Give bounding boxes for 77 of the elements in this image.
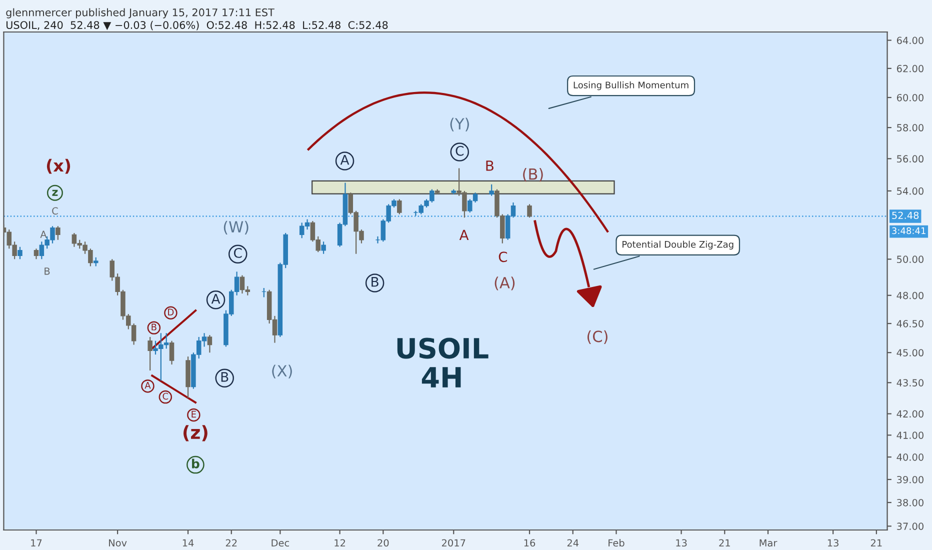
x-tick-label: Feb [608, 539, 624, 547]
chart-title: glennmercer published January 15, 2017 17:11 EST [6, 8, 274, 18]
x-tick-label: 21 [870, 539, 882, 546]
annotation: C [52, 207, 58, 215]
annotation: A [144, 382, 151, 389]
chart-subtitle: USOIL, 240 52.48 ▼ −0.03 (−0.06%) O:52.48 H:52.48 L:52.48 C:52.48 [6, 20, 388, 30]
annotation: B [152, 324, 156, 330]
y-tick-label: 40.00 [896, 454, 924, 461]
annotation: C [162, 392, 168, 400]
annotation: b [192, 458, 200, 468]
y-tick-label: 42.00 [896, 410, 924, 418]
x-tick-label: 13 [828, 539, 838, 547]
annotation: (X) [272, 364, 292, 378]
annotation: (x) [46, 158, 70, 174]
y-tick-label: 48.00 [896, 292, 924, 300]
y-tick-label: 46.50 [896, 320, 924, 328]
annotation: (B) [523, 168, 543, 182]
annotation: C [456, 146, 464, 156]
annotation: B [44, 268, 50, 275]
annotation: B [486, 160, 494, 171]
candlestick [321, 241, 326, 254]
x-tick-label: 21 [719, 539, 730, 546]
annotation: (A) [494, 276, 515, 290]
annotation: USOIL 4H [397, 338, 488, 388]
text: 3:48:41 [892, 227, 926, 234]
y-tick-label: 45.00 [896, 349, 924, 356]
x-tick-label: Mar [760, 539, 778, 547]
annotation: A [340, 155, 350, 165]
y-tick-label: 60.00 [896, 94, 924, 102]
y-tick-label: 64.00 [896, 36, 924, 44]
y-tick-label: 43.50 [896, 379, 924, 386]
annotation: (W) [224, 220, 248, 234]
annotation: C [234, 248, 242, 258]
x-tick-label: Nov [109, 539, 127, 547]
x-tick-label: 24 [567, 539, 579, 546]
candlestick [397, 198, 402, 215]
annotation: (C) [587, 330, 608, 344]
x-tick-label: 22 [226, 539, 237, 546]
ref-line-label: 52.48 [892, 212, 919, 220]
y-tick-label: 50.00 [897, 256, 924, 263]
candlestick [489, 184, 494, 196]
y-tick-label: 38.00 [897, 498, 924, 506]
annotation: D [168, 308, 174, 316]
annotation: (Y) [450, 118, 469, 132]
candlestick [207, 334, 212, 354]
x-tick-label: 12 [334, 539, 346, 546]
annotation: B [372, 277, 378, 287]
y-tick-label: 58.00 [897, 124, 924, 132]
annotation: A [40, 230, 47, 238]
candlestick [56, 226, 60, 240]
annotation: Potential Double Zig-Zag [622, 240, 734, 250]
annotation: B [221, 372, 228, 382]
y-tick-label: 54.00 [897, 187, 924, 195]
annotation: (z) [184, 425, 208, 442]
annotation: A [459, 230, 469, 240]
x-tick-label: 17 [31, 539, 42, 546]
y-tick-label: 39.00 [897, 476, 924, 484]
x-tick-label: 2017 [442, 539, 466, 547]
annotation: C [498, 252, 508, 262]
y-tick-label: 62.00 [896, 64, 924, 72]
x-tick-label: 20 [378, 539, 389, 547]
y-tick-label: 41.00 [896, 432, 924, 439]
candlestick [148, 336, 152, 372]
x-tick-label: 13 [676, 539, 687, 547]
candlestick [18, 246, 22, 260]
annotation: E [192, 410, 196, 418]
candlestick [169, 340, 174, 366]
y-tick-label: 56.00 [897, 155, 924, 163]
annotation: A [211, 294, 220, 304]
annotation: z [52, 190, 58, 196]
x-tick-label: 14 [182, 539, 194, 546]
annotation: Losing Bullish Momentum [574, 81, 688, 90]
x-tick-label: 16 [524, 539, 536, 547]
candlestick [527, 204, 532, 218]
candlestick [34, 248, 39, 260]
y-tick-label: 37.00 [897, 522, 924, 530]
x-tick-label: Dec [272, 539, 289, 547]
